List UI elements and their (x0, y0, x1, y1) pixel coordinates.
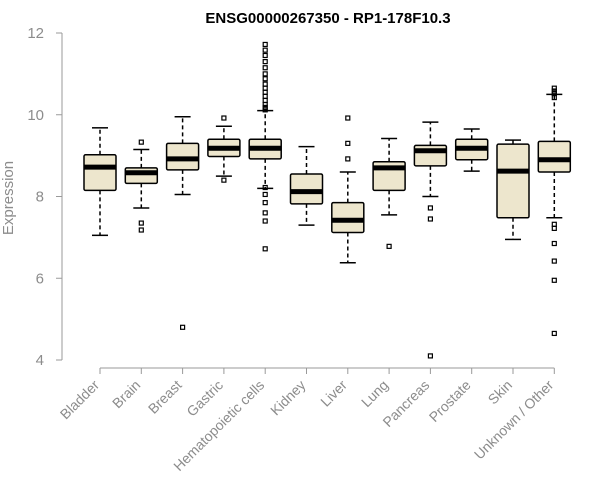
outlier-point (262, 65, 268, 71)
box (537, 140, 572, 173)
box (124, 167, 159, 185)
outlier-point (551, 258, 557, 264)
y-axis-label: Expression (0, 161, 17, 235)
box (289, 173, 324, 205)
y-tick-label: 6 (36, 270, 44, 287)
outlier-point (551, 94, 557, 101)
outlier-point (180, 324, 186, 330)
box-group (83, 127, 117, 237)
x-tick-label: Kidney (267, 377, 309, 419)
y-tick-label: 10 (27, 107, 44, 124)
box-group (124, 139, 159, 233)
outlier-point (427, 353, 433, 359)
outlier-point (262, 191, 268, 198)
outlier-point (262, 218, 268, 224)
x-tick-label: Skin (485, 377, 516, 408)
outlier-point (551, 85, 557, 91)
y-tick-label: 12 (27, 25, 44, 42)
outlier-point (262, 76, 268, 82)
outlier-point (138, 220, 144, 226)
outlier-point (345, 115, 351, 121)
x-tick-label: Prostate (426, 377, 474, 425)
outlier-point (551, 225, 557, 231)
outlier-point (262, 85, 268, 91)
outlier-point (386, 243, 392, 249)
outlier-point (262, 93, 268, 99)
outlier-point (262, 89, 268, 95)
x-tick-label: Bladder (57, 377, 103, 423)
outlier-point (262, 97, 268, 104)
outlier-point (138, 139, 144, 145)
outlier-point (262, 107, 268, 113)
outlier-point (138, 227, 144, 233)
x-tick-label: Breast (145, 377, 185, 417)
box-group (454, 128, 489, 172)
box (83, 154, 117, 192)
outlier-point (345, 156, 351, 162)
x-tick-label: Liver (317, 377, 350, 410)
x-tick-label: Brain (109, 377, 143, 411)
outlier-point (262, 246, 268, 252)
outlier-point (551, 240, 557, 247)
box-group (248, 41, 282, 252)
box (331, 201, 365, 234)
box-group (331, 115, 365, 264)
box-group (372, 137, 406, 249)
box-group (289, 145, 324, 226)
outlier-point (551, 330, 557, 337)
outlier-point (262, 184, 268, 191)
outlier-point (262, 210, 268, 216)
outlier-point (262, 81, 268, 87)
outlier-point (345, 140, 351, 146)
box-group (165, 116, 200, 330)
outlier-point (262, 71, 268, 77)
box (496, 143, 530, 219)
outlier-point (427, 216, 433, 222)
box-group (537, 85, 572, 337)
x-tick-label: Lung (358, 377, 391, 410)
y-tick-label: 4 (36, 352, 44, 369)
outlier-point (221, 115, 227, 121)
box-group (413, 121, 448, 359)
outlier-point (221, 177, 227, 183)
outlier-point (262, 59, 268, 65)
box-group (207, 115, 241, 183)
outlier-point (551, 277, 557, 283)
outlier-point (262, 101, 268, 108)
outlier-point (262, 52, 268, 59)
outlier-point (262, 200, 268, 206)
outlier-point (551, 221, 557, 227)
y-tick-label: 8 (36, 189, 44, 206)
outlier-point (427, 205, 433, 211)
outlier-point (262, 47, 268, 53)
chart-title: ENSG00000267350 - RP1-178F10.3 (205, 10, 450, 27)
plot-area (83, 41, 572, 359)
box-group (496, 139, 530, 241)
outlier-point (262, 41, 268, 48)
y-axis: 4 6 8 10 12 (27, 25, 63, 369)
